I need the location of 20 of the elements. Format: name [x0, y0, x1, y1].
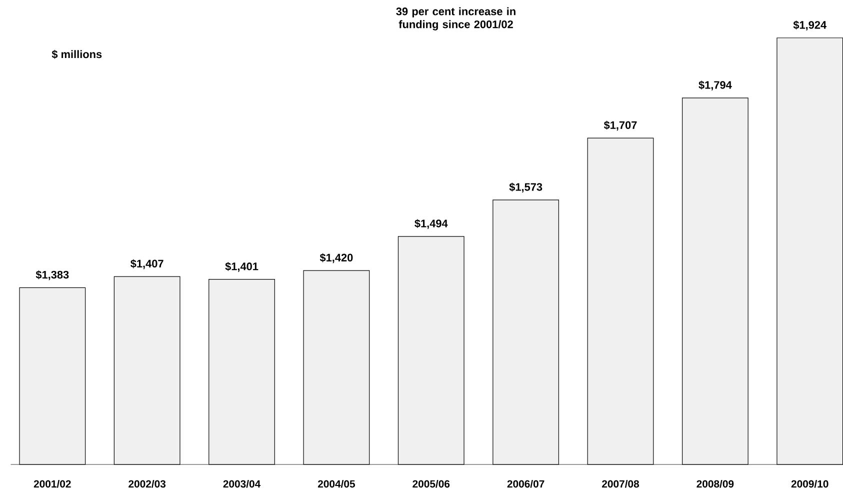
x-tick-label: 2005/06 [412, 480, 450, 488]
data-label: $1,707 [604, 120, 637, 130]
data-label: $1,407 [130, 259, 164, 269]
x-tick-label: 2007/08 [602, 480, 640, 488]
y-axis-title: $ millions [52, 50, 102, 59]
x-tick-label: 2001/02 [34, 480, 71, 488]
data-label: $1,494 [414, 218, 448, 229]
x-tick-label: 2009/10 [791, 480, 828, 488]
x-tick-label: 2008/09 [696, 480, 734, 488]
data-label: $1,794 [698, 80, 732, 90]
x-tick-label: 2003/04 [223, 480, 261, 488]
chart-title: 39 per cent increase in funding since 2001/02 [396, 7, 516, 30]
data-label: $1,924 [793, 20, 827, 30]
data-label: $1,383 [36, 270, 69, 280]
data-label: $1,401 [225, 262, 258, 272]
x-tick-label: 2006/07 [507, 480, 544, 488]
data-label: $1,573 [509, 182, 542, 192]
data-label: $1,420 [320, 253, 353, 263]
x-tick-label: 2002/03 [128, 480, 166, 488]
x-tick-label: 2004/05 [318, 480, 355, 488]
